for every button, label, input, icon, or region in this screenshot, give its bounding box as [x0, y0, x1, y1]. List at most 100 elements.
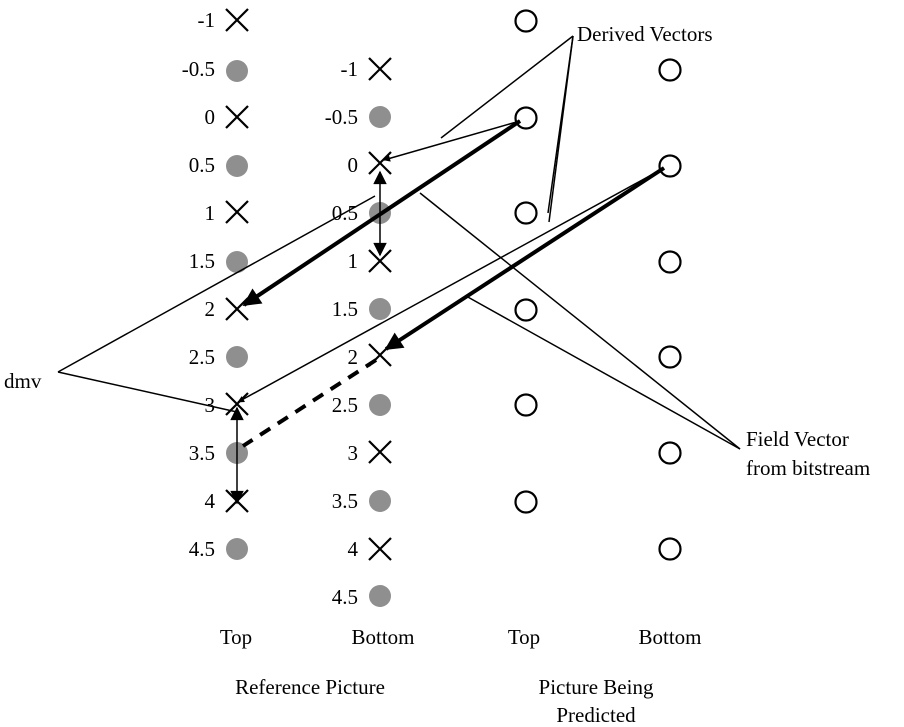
- position-label: 3.5: [332, 489, 358, 513]
- position-label: 4.5: [189, 537, 215, 561]
- position-row: 0: [348, 151, 392, 177]
- half-sample-dot: [226, 155, 248, 177]
- predicted-sample-circle: [514, 201, 538, 225]
- field-vector-callout: [419, 192, 741, 450]
- predicted-sample-circle: [658, 345, 682, 369]
- position-label: 2: [348, 345, 359, 369]
- position-label: 1: [205, 201, 216, 225]
- dmv-callout: [57, 195, 376, 413]
- reference-picture-label: Reference Picture: [235, 675, 385, 699]
- position-label: -1: [341, 57, 359, 81]
- reference-bottom-column: -1 -0.5 0 0.5 1 1.5 2 2.5: [325, 57, 392, 609]
- position-row: -0.5: [325, 105, 391, 129]
- position-label: -0.5: [325, 105, 358, 129]
- position-row: 4.5: [332, 585, 391, 609]
- integer-sample-cross: [368, 537, 392, 561]
- integer-sample-cross: [225, 8, 249, 32]
- predicted-sample-circle: [658, 58, 682, 82]
- position-row: 3.5: [332, 489, 391, 513]
- position-label: 2.5: [332, 393, 358, 417]
- position-row: 3.5: [189, 441, 248, 465]
- position-row: 0: [205, 105, 249, 129]
- position-label: -1: [198, 8, 216, 32]
- position-label: 4: [348, 537, 359, 561]
- position-label: 1: [348, 249, 359, 273]
- derived-vector-thin-arrow: [237, 167, 665, 403]
- integer-sample-cross: [225, 105, 249, 129]
- half-sample-dot: [369, 490, 391, 512]
- derived-vector-thin-arrow: [383, 120, 521, 162]
- field-vector-dashed-extension: [241, 358, 378, 448]
- reference-top-column: -1 -0.5 0 0.5 1 1.5 2 2.5: [182, 8, 249, 561]
- position-row: 1: [205, 200, 249, 225]
- position-label: 3.5: [189, 441, 215, 465]
- half-sample-dot: [369, 106, 391, 128]
- predicted-sample-circle: [514, 298, 538, 322]
- integer-sample-cross: [368, 151, 392, 175]
- predicted-picture-label-line2: Predicted: [556, 703, 636, 727]
- half-sample-dot: [369, 298, 391, 320]
- position-label: 2.5: [189, 345, 215, 369]
- position-label: 3: [348, 441, 359, 465]
- position-label: 2: [205, 297, 216, 321]
- half-sample-dot: [226, 538, 248, 560]
- position-row: 4.5: [189, 537, 248, 561]
- position-label: 4.5: [332, 585, 358, 609]
- dmv-label: dmv: [4, 369, 42, 393]
- position-row: -1: [198, 8, 249, 32]
- derived-vectors-label: Derived Vectors: [577, 22, 713, 46]
- predicted-sample-circle: [658, 250, 682, 274]
- predicted-sample-circle: [658, 537, 682, 561]
- position-row: 1.5: [189, 249, 248, 273]
- position-row: 1: [348, 249, 392, 273]
- predicted-bottom-column: [658, 58, 682, 561]
- position-label: 0: [348, 153, 359, 177]
- half-sample-dot: [369, 394, 391, 416]
- position-label: 1.5: [189, 249, 215, 273]
- position-row: -1: [341, 57, 392, 81]
- position-row: 2: [205, 297, 249, 321]
- half-sample-dot: [226, 251, 248, 273]
- position-row: 1.5: [332, 297, 391, 321]
- integer-sample-cross: [225, 297, 249, 321]
- position-label: 0: [205, 105, 216, 129]
- field-vector-arrow: [384, 166, 666, 351]
- position-label: 4: [205, 489, 216, 513]
- field-vector-label-line2: from bitstream: [746, 456, 870, 480]
- derived-vectors-callout: [440, 35, 574, 223]
- integer-sample-cross: [368, 57, 392, 81]
- half-sample-dot: [369, 585, 391, 607]
- predicted-sample-circle: [514, 393, 538, 417]
- predicted-bottom-heading: Bottom: [638, 625, 701, 649]
- predicted-top-column: [514, 9, 538, 514]
- predicted-sample-circle: [514, 106, 538, 130]
- position-label: 0.5: [189, 153, 215, 177]
- position-row: 3: [348, 440, 392, 465]
- position-row: 3: [205, 392, 249, 417]
- position-label: -0.5: [182, 57, 215, 81]
- position-row: 4: [348, 537, 392, 561]
- position-row: 2.5: [189, 345, 248, 369]
- reference-bottom-heading: Bottom: [351, 625, 414, 649]
- position-row: 0.5: [189, 153, 248, 177]
- derived-vector-arrow: [242, 119, 522, 307]
- half-sample-dot: [226, 346, 248, 368]
- position-row: -0.5: [182, 57, 248, 82]
- reference-top-heading: Top: [220, 625, 252, 649]
- position-row: 2.5: [332, 393, 391, 417]
- half-sample-dot: [226, 60, 248, 82]
- field-vector-label-line1: Field Vector: [746, 427, 849, 451]
- position-row: 4: [205, 489, 249, 513]
- predicted-top-heading: Top: [508, 625, 540, 649]
- predicted-sample-circle: [658, 154, 682, 178]
- position-label: 1.5: [332, 297, 358, 321]
- integer-sample-cross: [225, 200, 249, 224]
- predicted-sample-circle: [658, 441, 682, 465]
- predicted-sample-circle: [514, 490, 538, 514]
- integer-sample-cross: [368, 249, 392, 273]
- position-label: 3: [205, 393, 216, 417]
- integer-sample-cross: [368, 440, 392, 464]
- predicted-picture-label-line1: Picture Being: [539, 675, 654, 699]
- predicted-sample-circle: [514, 9, 538, 33]
